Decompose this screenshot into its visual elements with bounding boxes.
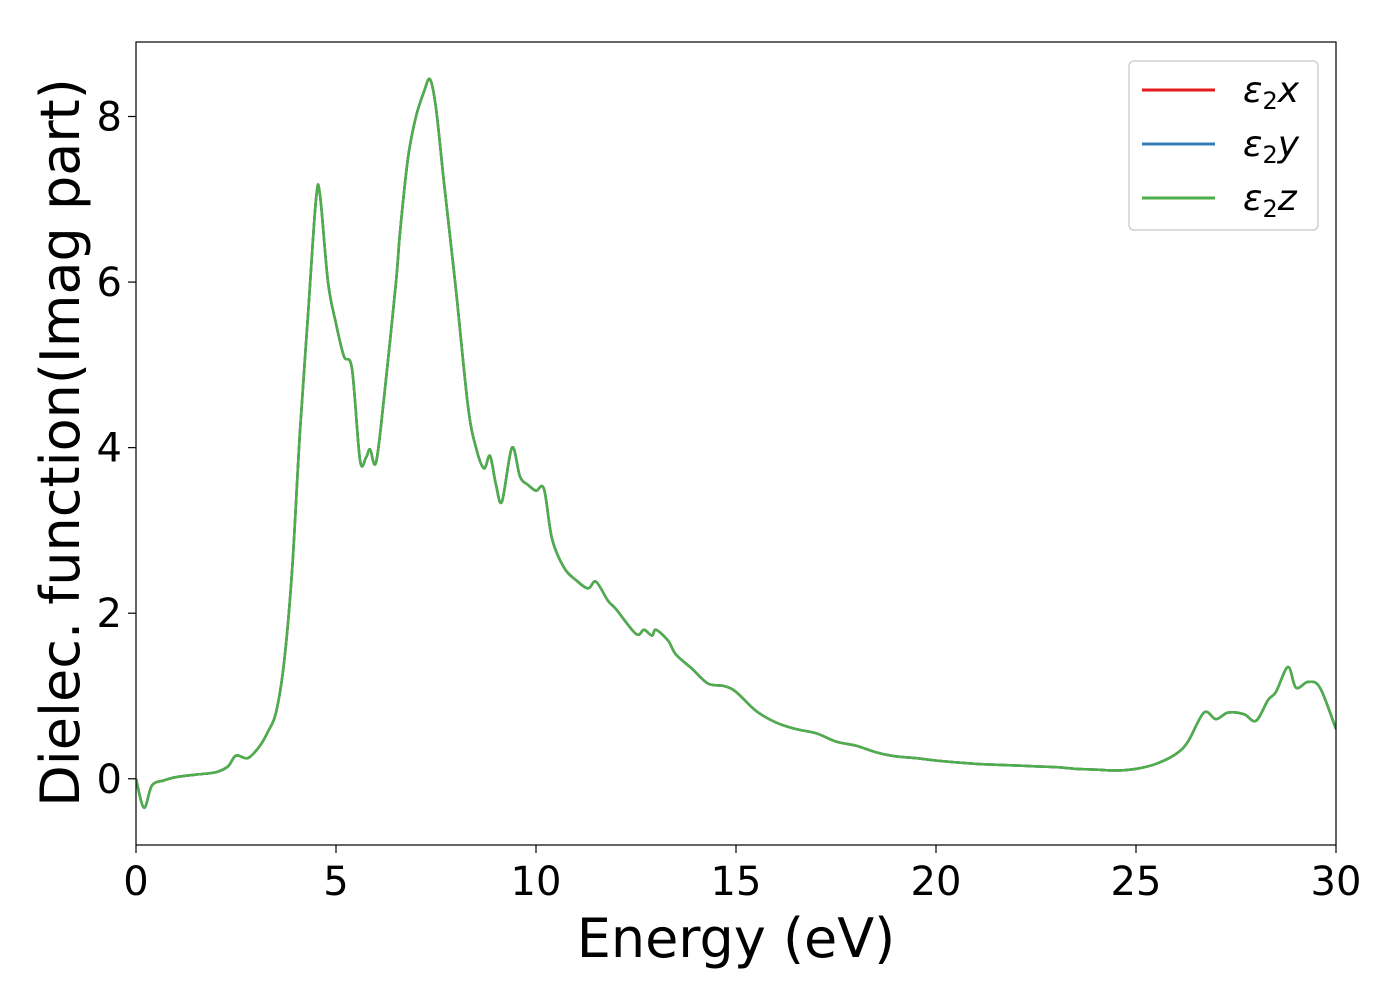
x-axis-title: Energy (eV) [577, 907, 896, 970]
x-tick-label: 15 [711, 859, 762, 905]
legend-label-1: ε2x [1243, 70, 1300, 115]
x-tick-label: 10 [511, 859, 562, 905]
x-tick-label: 20 [911, 859, 962, 905]
legend-label-2: ε2y [1243, 124, 1300, 169]
series-lines [136, 77, 1336, 810]
x-tick-label: 30 [1311, 859, 1362, 905]
x-tick-label: 0 [123, 859, 148, 905]
y-axis-title: Dielec. function(Imag part) [29, 78, 92, 807]
y-tick-label: 6 [97, 260, 122, 306]
axes: 0 5 10 15 20 25 30 0 2 4 6 8 Energy (eV) Dielec. func… [29, 41, 1362, 970]
x-tick-label: 5 [323, 859, 348, 905]
x-tick-label: 25 [1111, 859, 1162, 905]
y-tick-label: 0 [97, 757, 122, 803]
y-tick-label: 2 [97, 591, 122, 637]
legend-box [1128, 60, 1319, 231]
y-tick-label: 4 [97, 426, 122, 472]
legend-label-3: ε2z [1243, 178, 1298, 223]
series-line-3 [136, 77, 1336, 810]
legend: ε2x ε2y ε2z [1128, 60, 1319, 231]
y-tick-label: 8 [97, 95, 122, 141]
